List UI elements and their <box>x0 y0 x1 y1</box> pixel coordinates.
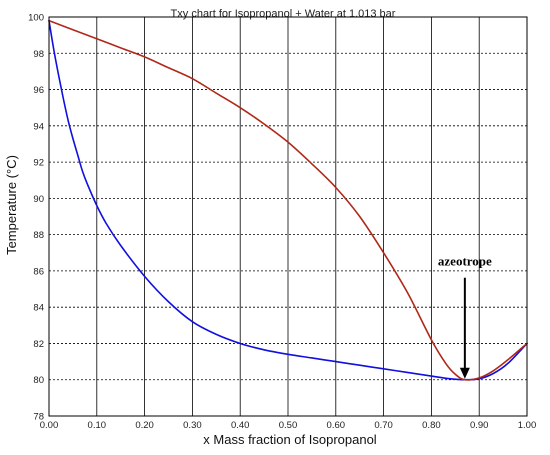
y-tick-label: 100 <box>28 13 44 24</box>
y-tick-label: 82 <box>33 339 44 350</box>
grid-lines <box>48 16 528 417</box>
x-tick-label: 0.60 <box>327 420 346 431</box>
x-axis-label: x Mass fraction of Isopropanol <box>203 432 377 447</box>
x-tick-label: 0.70 <box>374 420 393 431</box>
x-tick-label: 1.00 <box>518 420 537 431</box>
azeotrope-annotation: azeotrope <box>438 254 492 379</box>
y-axis-label: Temperature (°C) <box>4 155 19 255</box>
tick-labels: 0.00 0.10 0.20 0.30 0.40 0.50 0.60 0.70 0.80 0.90… <box>28 13 536 432</box>
y-tick-label: 94 <box>33 121 44 132</box>
series-lines <box>48 19 528 381</box>
x-tick-label: 0.80 <box>422 420 441 431</box>
x-tick-label: 0.20 <box>135 420 154 431</box>
azeotrope-label: azeotrope <box>438 254 492 269</box>
azeotrope-arrowhead <box>459 367 470 379</box>
y-tick-label: 86 <box>33 266 44 277</box>
y-tick-label: 80 <box>33 375 44 386</box>
x-tick-label: 0.50 <box>279 420 298 431</box>
x-tick-label: 0.30 <box>183 420 202 431</box>
chart-title: Txy chart for Isopropanol + Water at 1.0… <box>171 8 396 20</box>
y-tick-label: 78 <box>33 412 44 423</box>
plot-area-frame <box>48 16 528 417</box>
x-tick-label: 0.90 <box>470 420 489 431</box>
y-tick-label: 96 <box>33 85 44 96</box>
liquid-curve-line <box>48 19 528 381</box>
y-tick-label: 84 <box>33 303 44 314</box>
x-tick-label: 0.10 <box>88 420 107 431</box>
x-tick-label: 0.40 <box>231 420 250 431</box>
y-tick-label: 90 <box>33 194 44 205</box>
y-tick-label: 92 <box>33 158 44 169</box>
x-tick-label: 0.00 <box>40 420 59 431</box>
y-tick-label: 98 <box>33 49 44 60</box>
y-tick-label: 88 <box>33 230 44 241</box>
vapor-curve-line <box>48 19 528 381</box>
